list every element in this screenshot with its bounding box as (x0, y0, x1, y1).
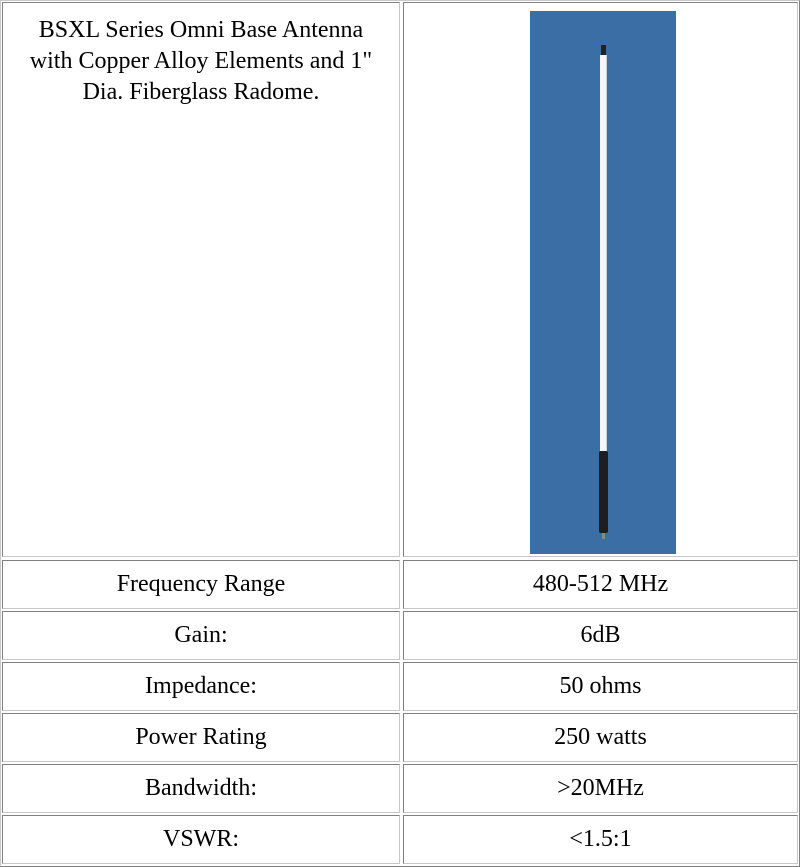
spec-label-cell: VSWR: (2, 815, 400, 864)
spec-value-cell: <1.5:1 (403, 815, 798, 864)
spec-label-cell: Gain: (2, 611, 400, 660)
spec-value: 250 watts (554, 724, 647, 751)
spec-label-cell: Frequency Range (2, 560, 400, 609)
spec-label: Bandwidth: (145, 775, 257, 802)
spec-label: VSWR: (163, 826, 239, 853)
spec-value-cell: 250 watts (403, 713, 798, 762)
image-cell (403, 2, 798, 557)
spec-value-cell: 6dB (403, 611, 798, 660)
spec-label: Power Rating (135, 724, 266, 751)
spec-value: 480-512 MHz (533, 571, 668, 598)
spec-label: Gain: (174, 622, 227, 649)
description: BSXL Series Omni Base Antenna with Coppe… (23, 15, 379, 108)
spec-label-cell: Power Rating (2, 713, 400, 762)
spec-value-cell: >20MHz (403, 764, 798, 813)
spec-label-cell: Impedance: (2, 662, 400, 711)
spec-label-cell: Bandwidth: (2, 764, 400, 813)
spec-value-cell: 50 ohms (403, 662, 798, 711)
spec-value: >20MHz (557, 775, 644, 802)
spec-label: Impedance: (145, 673, 257, 700)
spec-value: <1.5:1 (569, 826, 631, 853)
antenna-image (530, 11, 676, 554)
spec-value: 6dB (580, 622, 620, 649)
page: BSXL Series Omni Base Antenna with Coppe… (0, 0, 800, 867)
spec-value: 50 ohms (559, 673, 641, 700)
spec-value-cell: 480-512 MHz (403, 560, 798, 609)
spec-label: Frequency Range (117, 571, 286, 598)
description-cell: BSXL Series Omni Base Antenna with Coppe… (2, 2, 400, 557)
